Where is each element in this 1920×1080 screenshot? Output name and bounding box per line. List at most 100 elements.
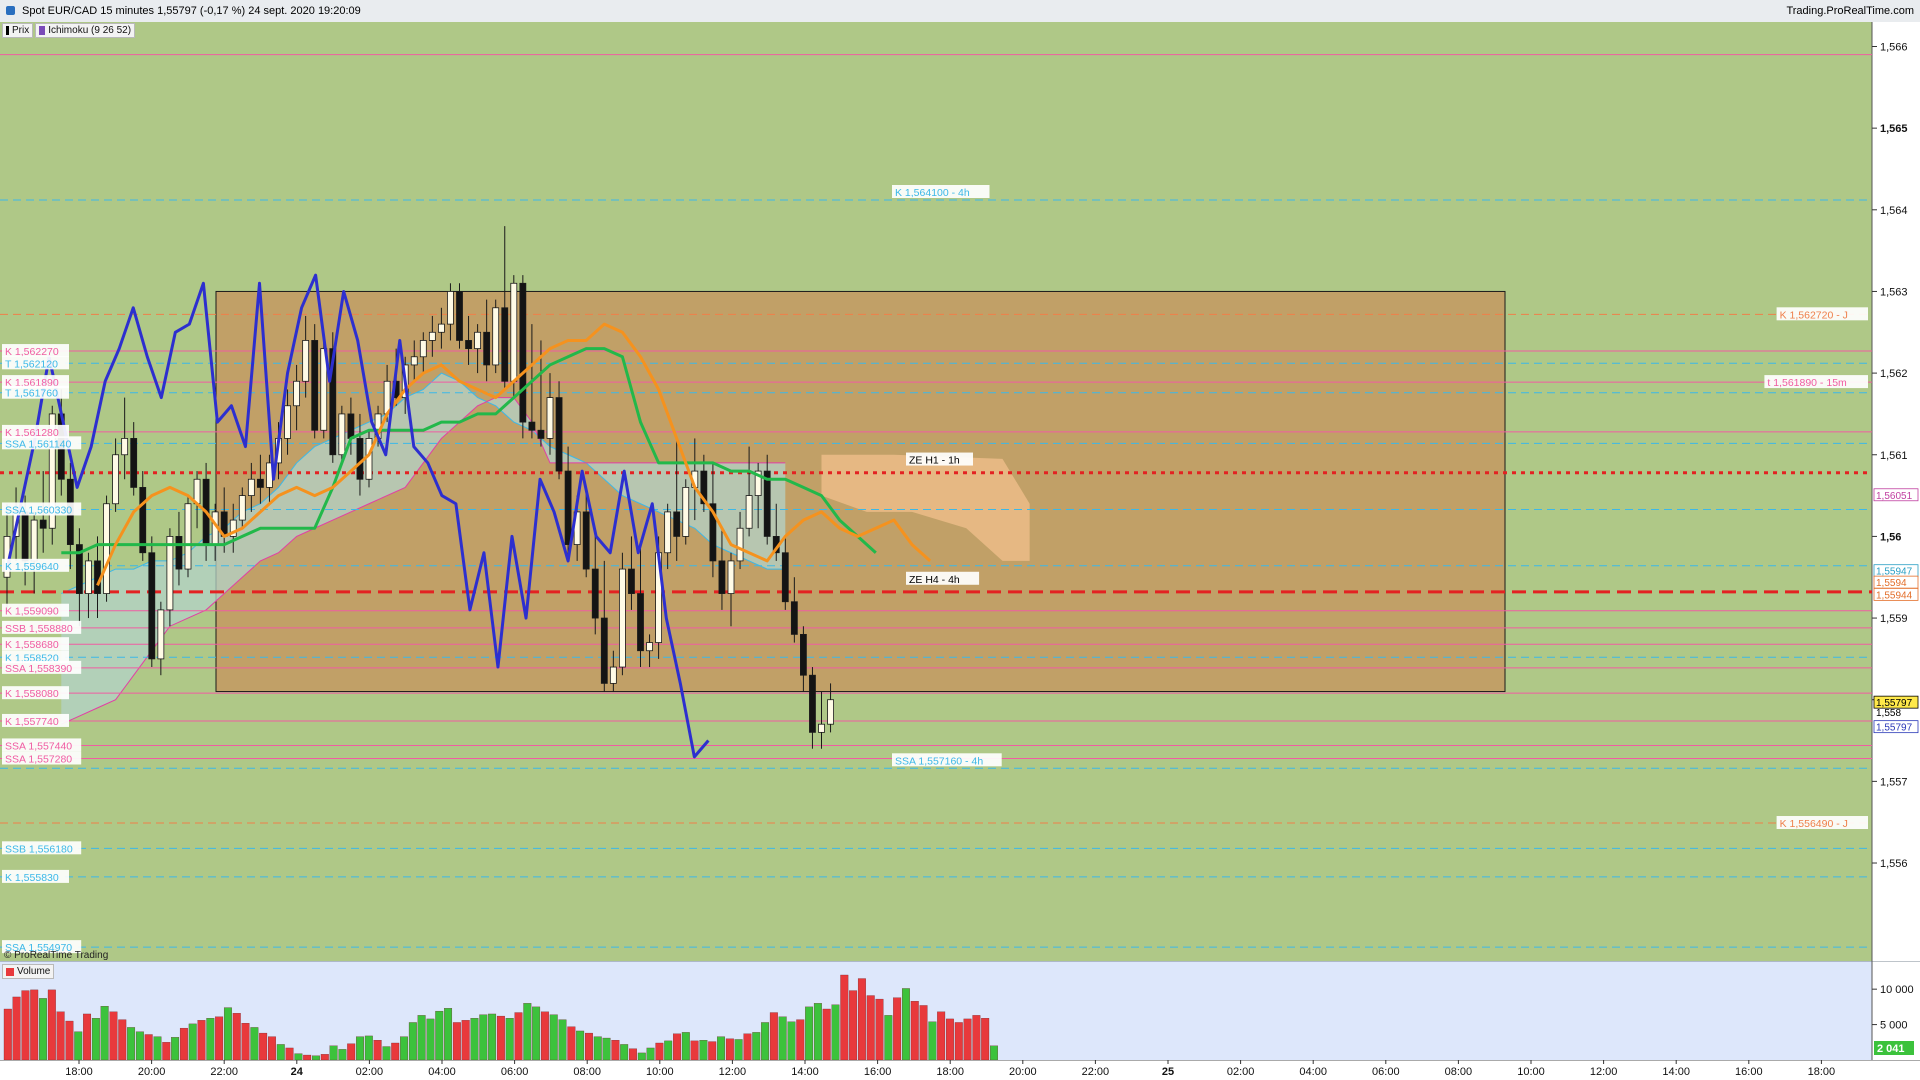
volume-bar <box>144 1034 153 1060</box>
watermark: © ProRealTime Trading <box>4 950 109 961</box>
volume-bar <box>56 1011 65 1060</box>
volume-legend[interactable]: Volume <box>2 964 55 979</box>
candle <box>293 380 301 407</box>
y-tick-label: 1,566 <box>1880 41 1908 53</box>
volume-bar <box>990 1045 998 1060</box>
x-tick-label: 16:00 <box>864 1066 892 1078</box>
volume-bar <box>532 1006 541 1060</box>
volume-bar <box>435 1010 444 1060</box>
svg-text:K 1,562270: K 1,562270 <box>5 346 59 358</box>
volume-bar <box>329 1045 338 1060</box>
candle <box>537 429 545 439</box>
svg-text:SSA 1,557280: SSA 1,557280 <box>5 754 72 766</box>
candle <box>483 331 491 366</box>
indicator-legend: Prix Ichimoku (9 26 52) <box>2 23 136 38</box>
volume-bar <box>276 1044 285 1060</box>
volume-bar <box>479 1014 488 1060</box>
candle <box>347 413 355 439</box>
volume-bar <box>232 1013 241 1060</box>
axis-price-badge: 1,55797 <box>1873 720 1919 734</box>
volume-bar <box>39 998 47 1060</box>
volume-bar <box>21 990 30 1060</box>
svg-text:ZE H4 - 4h: ZE H4 - 4h <box>909 574 960 586</box>
volume-bar <box>928 1021 937 1060</box>
candle <box>157 609 165 660</box>
candle <box>664 511 672 554</box>
volume-bar <box>12 996 21 1060</box>
svg-text:K 1,559640: K 1,559640 <box>5 561 59 573</box>
x-tick-label: 04:00 <box>428 1066 456 1078</box>
level-label-right: K 1,556490 - J <box>1776 816 1868 830</box>
candle <box>582 511 590 570</box>
x-tick-label: 02:00 <box>356 1066 384 1078</box>
volume-bar <box>831 1004 840 1060</box>
volume-bar <box>558 1019 567 1060</box>
legend-chip-ichimoku[interactable]: Ichimoku (9 26 52) <box>35 23 136 38</box>
volume-bar <box>813 1003 822 1060</box>
candle <box>492 307 500 366</box>
y-tick-label: 1,564 <box>1880 205 1908 217</box>
candle <box>410 356 418 366</box>
svg-text:1,5594: 1,5594 <box>1876 578 1907 589</box>
x-tick-label: 20:00 <box>138 1066 166 1078</box>
volume-bar <box>444 1008 453 1060</box>
level-label-left: SSA 1,560330 <box>2 502 82 516</box>
volume-bar <box>875 998 884 1060</box>
chart-window-icon[interactable] <box>6 6 15 15</box>
volume-bar <box>215 1016 224 1060</box>
svg-text:ZE H1 - 1h: ZE H1 - 1h <box>909 455 960 467</box>
candle <box>546 397 554 439</box>
candle <box>121 438 129 456</box>
legend-chip-price[interactable]: Prix <box>2 23 34 38</box>
volume-bar <box>118 1019 127 1060</box>
volume-tick-label: 10 000 <box>1880 984 1914 996</box>
volume-bar <box>294 1053 303 1060</box>
svg-text:SSB 1,558880: SSB 1,558880 <box>5 623 73 635</box>
volume-bar <box>268 1036 276 1060</box>
candle <box>329 348 337 456</box>
volume-bar <box>505 1018 514 1060</box>
volume-bar <box>937 1011 946 1060</box>
candle <box>139 487 147 554</box>
future-cloud <box>821 454 1030 561</box>
y-tick-label: 1,557 <box>1880 776 1908 788</box>
volume-bar <box>857 978 866 1060</box>
zone-label: ZE H4 - 4h <box>906 571 980 586</box>
candle <box>175 536 183 570</box>
svg-text:K 1,562720 - J: K 1,562720 - J <box>1780 309 1848 321</box>
candle <box>818 723 825 733</box>
volume-bar <box>382 1046 391 1060</box>
x-tick-label: 08:00 <box>1445 1066 1473 1078</box>
level-label-left: SSA 1,557280 <box>2 751 82 766</box>
svg-text:SSA 1,557440: SSA 1,557440 <box>5 740 72 752</box>
level-label-left: K 1,559640 <box>2 558 69 573</box>
legend-label-price: Prix <box>12 25 30 36</box>
svg-text:1,55797: 1,55797 <box>1876 698 1913 709</box>
volume-bar <box>708 1041 717 1060</box>
volume-bar <box>910 1001 919 1060</box>
candle <box>184 503 192 570</box>
candle <box>591 568 599 619</box>
volume-bar <box>822 1008 831 1060</box>
level-label-left: SSA 1,554970 <box>2 940 82 954</box>
candle <box>30 519 38 562</box>
volume-bar <box>576 1030 585 1060</box>
svg-text:K 1,557740: K 1,557740 <box>5 716 59 728</box>
level-label-left: K 1,559090 <box>2 603 69 618</box>
volume-bar <box>954 1022 963 1060</box>
svg-text:SSA 1,560330: SSA 1,560330 <box>5 504 72 516</box>
axis-price-badge: 1,55797 <box>1873 695 1919 709</box>
volume-bar <box>461 1020 470 1060</box>
candle <box>763 470 771 537</box>
volume-bar <box>197 1020 206 1060</box>
volume-bar <box>620 1044 629 1060</box>
level-label-left: K 1,561280 <box>2 424 69 439</box>
volume-bar <box>646 1047 655 1060</box>
candle <box>564 470 572 545</box>
candle <box>754 470 762 496</box>
svg-text:SSA 1,558390: SSA 1,558390 <box>5 663 72 675</box>
volume-bar <box>65 1020 74 1060</box>
svg-text:K 1,556490 - J: K 1,556490 - J <box>1780 818 1848 830</box>
volume-panel[interactable]: 10 000 5 000 2 041 <box>0 961 1920 1060</box>
